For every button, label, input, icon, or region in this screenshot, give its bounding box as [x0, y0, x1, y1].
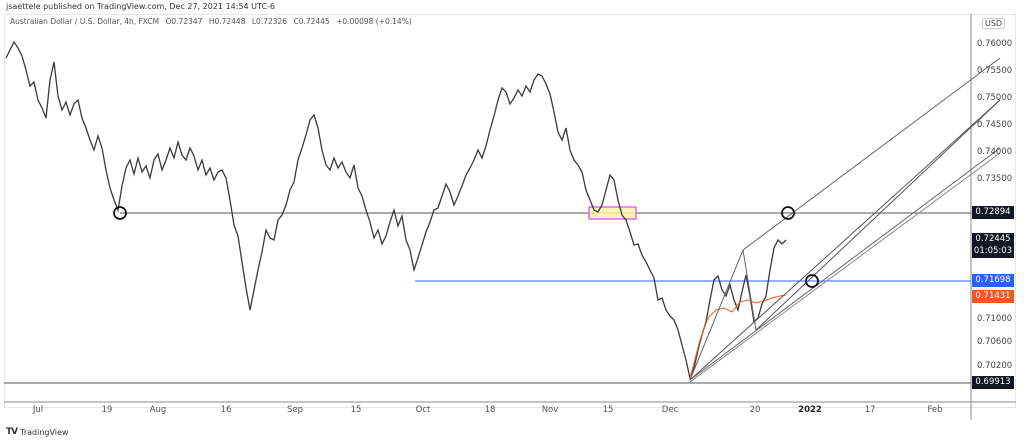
time-tick: 16: [220, 405, 232, 415]
channel-middle-line[interactable]: [755, 99, 1001, 331]
last-price-tag: 0.72445: [972, 233, 1014, 246]
time-tick: Oct: [415, 405, 431, 415]
pitchfork-leg[interactable]: [742, 249, 757, 331]
time-tick: Jul: [32, 405, 44, 415]
price-tick: 0.71000: [977, 314, 1013, 324]
price-tick: 0.70600: [977, 337, 1013, 347]
price-tick: 0.75500: [977, 66, 1013, 76]
chart-frame: [4, 14, 1016, 408]
time-tick: 17: [864, 405, 876, 415]
symbol-legend: Australian Dollar / U.S. Dollar, 4h, FXC…: [10, 17, 416, 26]
price-tick: 0.75000: [977, 93, 1013, 103]
publisher-line: jsaettele published on TradingView.com, …: [6, 2, 275, 11]
time-tick: Feb: [927, 405, 943, 415]
tradingview-brand[interactable]: TV TradingView: [6, 427, 68, 437]
time-tick: 15: [350, 405, 362, 415]
time-tick: Dec: [661, 405, 679, 415]
level-blue-tag: 0.71698: [972, 274, 1014, 287]
change-value: +0.00098 (+0.14%): [336, 17, 412, 26]
high-value: H0.72448: [208, 17, 246, 26]
ma-value-tag: 0.71431: [972, 290, 1014, 303]
circle-marker-upper[interactable]: [781, 206, 795, 220]
circle-marker-jul[interactable]: [113, 206, 127, 220]
highlight-zone[interactable]: [588, 206, 637, 220]
pitchfork-handle[interactable]: [689, 249, 744, 381]
low-value: L0.72326: [251, 17, 288, 26]
price-series: [5, 40, 787, 381]
price-tick: 0.70200: [977, 361, 1013, 371]
level-upper-tag: 0.72894: [972, 206, 1014, 219]
tradingview-logo-icon: TV: [6, 427, 18, 437]
time-tick: 15: [602, 405, 614, 415]
price-tick: 0.73500: [977, 174, 1013, 184]
time-tick: Aug: [149, 405, 167, 415]
price-tick: 0.74000: [977, 147, 1013, 157]
price-tick: 0.74500: [977, 120, 1013, 130]
channel-median-line[interactable]: [689, 99, 1001, 381]
brand-name: TradingView: [20, 427, 69, 437]
time-tick: 18: [484, 405, 496, 415]
time-tick: Sep: [286, 405, 304, 415]
price-tick: 0.76000: [977, 39, 1013, 49]
currency-label[interactable]: USD: [982, 18, 1006, 29]
moving-average-line: [689, 294, 787, 379]
level-low-tag: 0.69913: [972, 376, 1014, 389]
close-value: C0.72445: [293, 17, 330, 26]
channel-lower-line-a[interactable]: [689, 147, 1001, 381]
bar-countdown-tag: 01:05:03: [972, 245, 1014, 258]
time-tick: 20: [749, 405, 761, 415]
channel-lower-line-b[interactable]: [689, 152, 1001, 383]
time-tick: Nov: [541, 405, 559, 415]
circle-marker-lower[interactable]: [805, 274, 819, 288]
symbol-name[interactable]: Australian Dollar / U.S. Dollar, 4h, FXC…: [10, 17, 160, 26]
open-value: O0.72347: [165, 17, 203, 26]
time-tick-year: 2022: [798, 405, 822, 415]
time-tick: 19: [101, 405, 113, 415]
